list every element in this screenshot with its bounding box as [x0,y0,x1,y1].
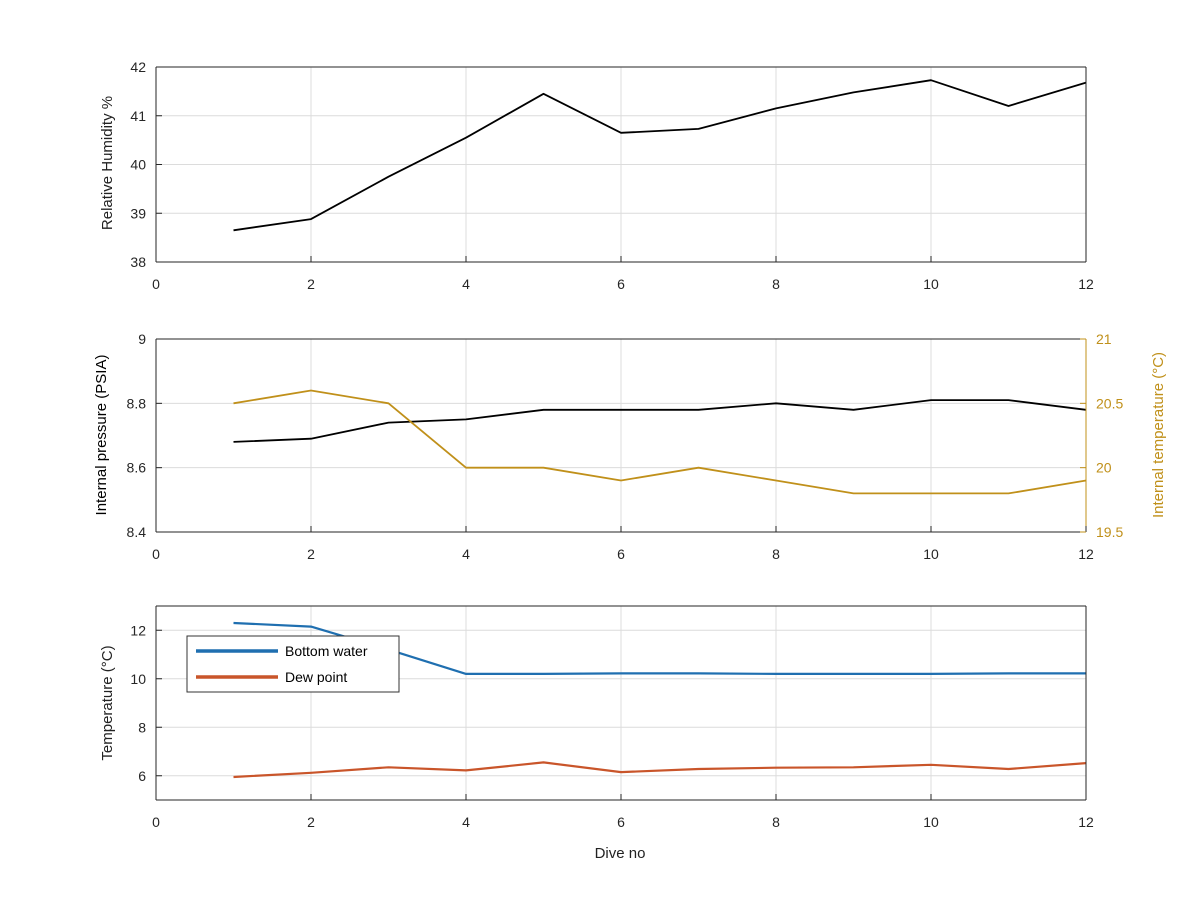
y-tick-label: 8.8 [127,395,147,411]
y-tick-label: 10 [130,671,146,687]
right-y-tick-label: 20 [1096,460,1112,476]
x-tick-label: 0 [152,546,160,562]
humidity-series [233,79,1087,232]
series-line-2-2 [233,389,1087,495]
y-tick-label: 39 [130,205,146,221]
legend-label-dew-point: Dew point [285,669,347,685]
series-line-3-2 [233,761,1087,779]
humidity-panel: 0 2 4 6 8 10 12 38 39 40 41 42 Relative Humidity % [99,59,1094,292]
legend: Bottom water Dew point [186,635,400,693]
x-tick-label: 4 [462,546,470,562]
temperature-ticks: 0 2 4 6 8 10 12 6 8 10 12 [130,622,1094,830]
legend-label-bottom-water: Bottom water [285,643,368,659]
legend-box [186,635,400,693]
x-tick-label: 2 [307,814,315,830]
temperature-panel: 0 2 4 6 8 10 12 6 8 10 12 Temperature (°C) Dive no… [99,605,1094,862]
y-tick-label: 9 [138,331,146,347]
humidity-ticks: 0 2 4 6 8 10 12 38 39 40 41 42 [130,59,1094,292]
temperature-y-axis-label: Temperature (°C) [99,645,116,760]
x-tick-label: 2 [307,276,315,292]
pressure-temperature-panel: 0 2 4 6 8 10 12 8.4 8.6 8.8 9 19.5 20 20.5 21 Internal… [93,331,1167,562]
x-tick-label: 12 [1078,276,1094,292]
x-tick-label: 4 [462,276,470,292]
x-tick-label: 6 [617,546,625,562]
x-tick-label: 12 [1078,546,1094,562]
pressure-temperature-series [233,389,1087,495]
x-tick-label: 0 [152,276,160,292]
y-tick-label: 6 [138,768,146,784]
x-tick-label: 8 [772,276,780,292]
y-tick-label: 42 [130,59,146,75]
x-tick-label: 10 [923,276,939,292]
x-tick-label: 8 [772,546,780,562]
x-tick-label: 4 [462,814,470,830]
x-tick-label: 8 [772,814,780,830]
y-tick-label: 38 [130,254,146,270]
y-tick-label: 41 [130,108,146,124]
right-y-tick-label: 19.5 [1096,524,1123,540]
internal-temperature-y-axis-label: Internal temperature (°C) [1150,352,1167,518]
y-tick-label: 12 [130,622,146,638]
x-tick-label: 6 [617,276,625,292]
humidity-y-axis-label: Relative Humidity % [99,96,116,230]
right-y-tick-label: 21 [1096,331,1112,347]
pressure-ticks: 0 2 4 6 8 10 12 8.4 8.6 8.8 9 19.5 20 20.5 21 [127,331,1124,562]
x-tick-label: 10 [923,546,939,562]
y-tick-label: 8 [138,719,146,735]
x-axis-label: Dive no [595,845,646,862]
y-tick-label: 8.6 [127,460,147,476]
series-line-1-1 [233,79,1087,232]
x-tick-label: 10 [923,814,939,830]
y-tick-label: 8.4 [127,524,147,540]
series-line-2-1 [233,399,1087,443]
right-y-tick-label: 20.5 [1096,395,1123,411]
pressure-y-axis-label: Internal pressure (PSIA) [93,355,110,516]
x-tick-label: 0 [152,814,160,830]
x-tick-label: 12 [1078,814,1094,830]
x-tick-label: 6 [617,814,625,830]
x-tick-label: 2 [307,546,315,562]
y-tick-label: 40 [130,157,146,173]
